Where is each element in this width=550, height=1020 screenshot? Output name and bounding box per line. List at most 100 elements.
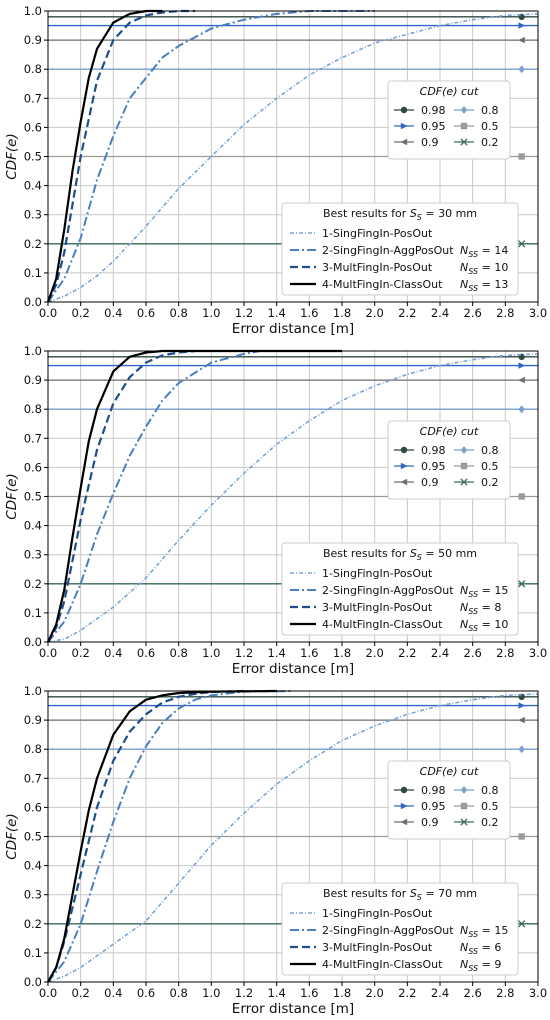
x-tick-label: 0.4 xyxy=(104,986,122,1000)
y-axis-label: CDF(e) xyxy=(4,813,20,859)
cut-legend-marker-0.98 xyxy=(400,106,408,114)
cut-legend-label: 0.2 xyxy=(481,136,499,149)
x-tick-label: 1.2 xyxy=(235,646,253,660)
x-tick-label: 0.0 xyxy=(39,306,57,320)
x-tick-label: 0.8 xyxy=(170,646,188,660)
cut-marker-0.5 xyxy=(518,833,525,840)
x-tick-label: 2.6 xyxy=(464,646,482,660)
cut-marker-0.95 xyxy=(518,22,526,29)
series-line-4 xyxy=(47,689,277,983)
best-results-legend-box xyxy=(281,882,519,976)
cut-marker-0.5 xyxy=(518,493,525,500)
cut-legend-marker-0.98 xyxy=(400,786,408,794)
y-tick-label: 0.5 xyxy=(24,150,42,164)
x-tick-label: 1.0 xyxy=(202,646,220,660)
x-tick-label: 0.6 xyxy=(137,306,155,320)
y-tick-label: 0.6 xyxy=(24,120,42,134)
x-tick-label: 2.2 xyxy=(398,306,416,320)
cut-legend-marker-0.2 xyxy=(460,138,468,146)
axes-frame xyxy=(47,10,539,303)
x-tick-label: 1.2 xyxy=(235,306,253,320)
cut-marker-0.9 xyxy=(517,376,525,384)
cut-legend-marker-0.9 xyxy=(400,818,408,826)
best-legend-label: 3-MultFingIn-PosOut xyxy=(322,261,433,274)
y-tick-label: 0.2 xyxy=(24,917,42,931)
best-legend-nss: NSS = 10 xyxy=(460,261,508,276)
series-line-4 xyxy=(46,9,163,303)
series-line-1 xyxy=(47,693,539,983)
x-tick-label: 0.2 xyxy=(72,986,90,1000)
cut-legend-marker-0.98 xyxy=(400,446,408,454)
y-tick-label: 1.0 xyxy=(24,344,42,358)
x-tick-label: 0.4 xyxy=(104,306,122,320)
cut-marker-0.8 xyxy=(518,405,525,414)
x-tick-label: 0.6 xyxy=(137,646,155,660)
cdf-chart-3: 0.0 0.2 0.4 0.6 0.8 1.0 1.2 1.4 1.6 1.8 2.0 2.2 2.4 2… xyxy=(4,684,547,1017)
x-tick-label: 2.2 xyxy=(398,646,416,660)
y-tick-label: 0.0 xyxy=(24,295,42,309)
x-tick-label: 2.6 xyxy=(464,986,482,1000)
x-tick-label: 1.4 xyxy=(268,306,286,320)
best-legend-nss: NSS = 14 xyxy=(460,244,508,259)
cut-legend-label: 0.95 xyxy=(421,800,446,813)
cut-legend-label: 0.9 xyxy=(421,476,439,489)
best-legend-nss: NSS = 8 xyxy=(460,601,501,616)
cut-legend-marker-0.95 xyxy=(400,462,408,470)
y-axis-label: CDF(e) xyxy=(4,133,20,179)
series-line-3 xyxy=(47,9,195,303)
cut-marker-0.95 xyxy=(518,362,526,369)
cut-marker-0.2 xyxy=(518,240,526,248)
x-tick-label: 0.0 xyxy=(39,646,57,660)
x-tick-label: 0.2 xyxy=(72,306,90,320)
x-tick-label: 2.0 xyxy=(366,306,384,320)
y-tick-label: 0.9 xyxy=(24,713,42,727)
cut-legend-label: 0.9 xyxy=(421,136,439,149)
y-axis-label: CDF(e) xyxy=(4,473,20,519)
best-legend-nss: NSS = 15 xyxy=(460,584,508,599)
x-tick-label: 1.4 xyxy=(268,646,286,660)
y-tick-label: 0.6 xyxy=(24,460,42,474)
y-tick-label: 0.8 xyxy=(24,742,42,756)
x-tick-label: 2.6 xyxy=(464,306,482,320)
best-results-legend: Best results for SS = 30 mm 1-SingFingIn-… xyxy=(281,202,519,296)
x-tick-label: 1.0 xyxy=(202,306,220,320)
cut-legend-label: 0.8 xyxy=(481,104,499,117)
series-line-3 xyxy=(47,349,196,643)
x-tick-label: 2.8 xyxy=(496,646,514,660)
best-legend-label: 3-MultFingIn-PosOut xyxy=(322,601,433,614)
series-line-2 xyxy=(47,10,375,303)
cut-legend-label: 0.2 xyxy=(481,476,499,489)
best-legend-label: 1-SingFingIn-PosOut xyxy=(322,227,433,240)
x-tick-label: 2.4 xyxy=(431,306,449,320)
best-legend-nss: NSS = 9 xyxy=(460,958,501,973)
best-legend-nss: NSS = 15 xyxy=(460,924,508,939)
y-tick-label: 1.0 xyxy=(24,4,42,18)
best-legend-label: 4-MultFingIn-ClassOut xyxy=(322,618,443,631)
cut-legend-title: CDF(e) cut xyxy=(420,765,479,778)
best-legend-label: 4-MultFingIn-ClassOut xyxy=(322,278,443,291)
y-tick-label: 0.4 xyxy=(24,179,42,193)
cut-legend-marker-0.95 xyxy=(400,122,408,130)
best-legend-label: 1-SingFingIn-PosOut xyxy=(322,567,433,580)
cut-legend-title: CDF(e) cut xyxy=(420,85,479,98)
y-tick-label: 0.9 xyxy=(24,373,42,387)
x-tick-label: 0.2 xyxy=(72,646,90,660)
cut-legend-marker-0.8 xyxy=(460,786,468,794)
y-tick-label: 0.9 xyxy=(24,33,42,47)
best-legend-label: 2-SingFingIn-AggPosOut xyxy=(322,584,454,597)
x-tick-label: 1.8 xyxy=(333,986,351,1000)
cut-marker-0.8 xyxy=(518,65,525,74)
x-tick-label: 1.0 xyxy=(202,986,220,1000)
x-tick-label: 0.6 xyxy=(137,986,155,1000)
best-results-legend-box xyxy=(281,202,519,296)
cut-legend-marker-0.9 xyxy=(400,478,408,486)
best-legend-label: 4-MultFingIn-ClassOut xyxy=(322,958,443,971)
cut-legend-title: CDF(e) cut xyxy=(420,425,479,438)
cut-legend-marker-0.5 xyxy=(460,802,468,810)
y-tick-label: 0.1 xyxy=(24,606,42,620)
cut-legend-label: 0.5 xyxy=(481,120,499,133)
y-tick-label: 0.4 xyxy=(24,519,42,533)
y-tick-label: 1.0 xyxy=(24,684,42,698)
best-results-legend: Best results for SS = 70 mm 1-SingFingIn-… xyxy=(281,882,519,976)
